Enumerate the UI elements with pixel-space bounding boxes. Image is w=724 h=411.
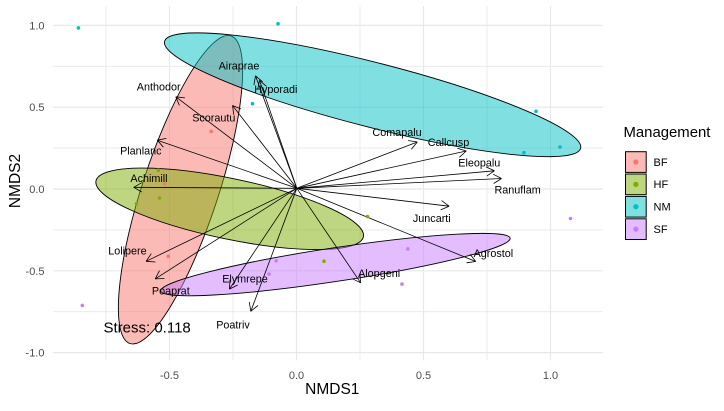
svg-text:-0.5: -0.5 [160,370,179,382]
svg-text:BF: BF [654,157,668,169]
svg-text:Poaprat: Poaprat [152,286,190,298]
svg-text:Airaprae: Airaprae [219,61,260,73]
svg-text:Anthodor: Anthodor [137,82,181,94]
svg-text:0.0: 0.0 [29,184,44,196]
svg-text:NMDS1: NMDS1 [305,381,359,398]
svg-text:Scorautu: Scorautu [192,113,235,125]
svg-text:-1.0: -1.0 [26,348,45,360]
svg-text:0.5: 0.5 [29,102,44,114]
svg-text:Comapalu: Comapalu [372,127,421,139]
svg-text:HF: HF [654,179,669,191]
svg-text:Lolipere: Lolipere [108,245,146,257]
svg-text:-0.5: -0.5 [26,266,45,278]
svg-text:Ranuflam: Ranuflam [494,185,540,197]
svg-text:Eleopalu: Eleopalu [458,158,500,170]
svg-text:Stress: 0.118: Stress: 0.118 [104,320,191,337]
svg-text:Achimill: Achimill [130,173,167,185]
svg-text:Elymrepe: Elymrepe [222,274,268,286]
svg-text:1.0: 1.0 [29,20,44,32]
svg-text:Alopgeni: Alopgeni [358,268,400,280]
svg-text:Planlanc: Planlanc [120,146,162,158]
svg-text:NMDS2: NMDS2 [7,154,24,208]
svg-text:Poatriv: Poatriv [216,320,250,332]
svg-text:SF: SF [654,224,668,236]
svg-text:Agrostol: Agrostol [474,248,514,260]
svg-text:Callcusp: Callcusp [428,137,469,149]
svg-text:Juncarti: Juncarti [413,213,451,225]
svg-text:0.5: 0.5 [416,370,431,382]
svg-text:0.0: 0.0 [289,370,304,382]
svg-text:1.0: 1.0 [543,370,558,382]
svg-text:Management: Management [624,125,712,141]
svg-text:Hyporadi: Hyporadi [254,84,297,96]
svg-text:NM: NM [654,202,671,214]
